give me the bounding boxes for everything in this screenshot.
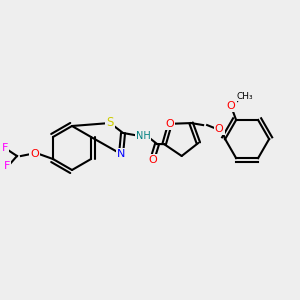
Text: O: O [149, 155, 158, 165]
Text: F: F [2, 143, 8, 153]
Text: CH₃: CH₃ [237, 92, 254, 100]
Text: O: O [227, 101, 236, 111]
Text: O: O [215, 124, 224, 134]
Text: N: N [117, 149, 125, 159]
Text: S: S [106, 116, 114, 130]
Text: F: F [4, 161, 10, 171]
Text: O: O [166, 119, 174, 129]
Text: O: O [31, 149, 39, 159]
Text: NH: NH [136, 131, 150, 141]
